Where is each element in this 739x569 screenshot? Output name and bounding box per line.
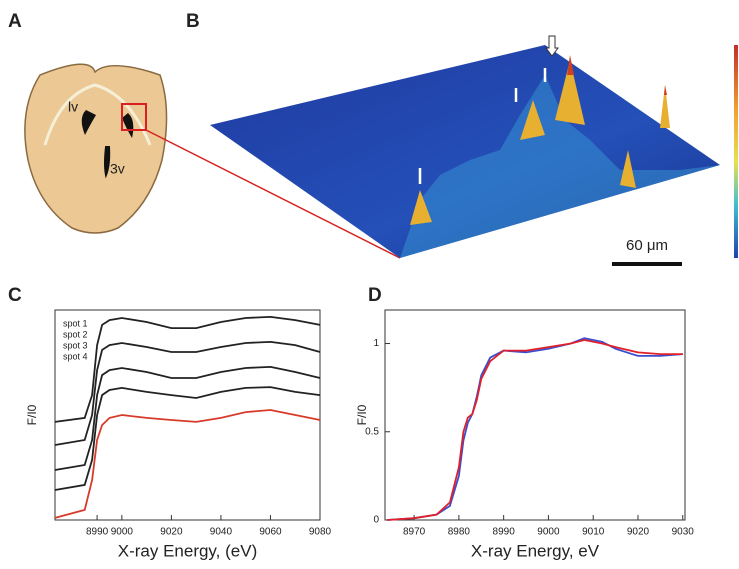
panel-label: C (8, 285, 22, 306)
data-line (54, 409, 321, 519)
plot-frame (54, 309, 321, 521)
data-line (54, 386, 321, 491)
legend-entry: spot 1 (63, 318, 88, 328)
x-tick-label: 8990 (493, 527, 516, 538)
x-tick-label: 9010 (582, 527, 605, 538)
surface-plot (210, 35, 738, 266)
x-tick-label: 9000 (111, 527, 134, 538)
scale-bar-label: 60 μm (626, 237, 668, 254)
data-line (54, 315, 321, 423)
data-line (387, 339, 683, 521)
x-tick-label: 9020 (160, 527, 183, 538)
y-tick-label: 0 (373, 515, 379, 526)
x-axis-label: X-ray Energy, (eV) (118, 541, 258, 560)
brain-label: lv (68, 99, 78, 115)
panel-label: D (368, 285, 382, 306)
x-tick-label: 9020 (627, 527, 650, 538)
brain-section (24, 63, 401, 259)
panel-label: A (8, 11, 22, 32)
x-tick-label: 8990 (86, 527, 109, 538)
x-axis-label: X-ray Energy, eV (471, 541, 600, 560)
x-tick-label: 8970 (403, 527, 426, 538)
y-axis-label: F/I0 (355, 404, 369, 425)
x-tick-label: 8980 (448, 527, 471, 538)
panel-label: B (186, 11, 200, 32)
y-tick-label: 0.5 (365, 426, 379, 437)
x-tick-label: 9060 (259, 527, 282, 538)
x-tick-label: 9030 (672, 527, 695, 538)
plot-frame (384, 309, 686, 521)
x-tick-label: 9000 (537, 527, 560, 538)
legend-entry: spot 2 (63, 329, 88, 339)
y-tick-label: 1 (373, 338, 379, 349)
y-axis-label: F/I0 (25, 404, 39, 425)
x-tick-label: 9040 (210, 527, 233, 538)
legend-entry: spot 3 (63, 340, 88, 350)
data-line (54, 340, 321, 446)
legend-entry: spot 4 (63, 351, 88, 361)
data-line (387, 337, 683, 521)
x-tick-label: 9080 (309, 527, 332, 538)
data-line (54, 365, 321, 471)
brain-label: 3v (110, 161, 125, 177)
